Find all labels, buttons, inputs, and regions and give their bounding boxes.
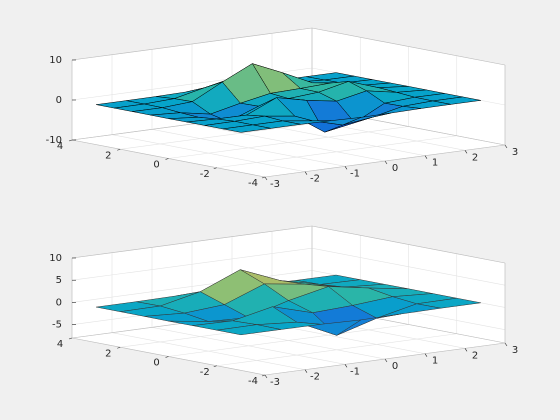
axis-line xyxy=(311,225,506,264)
x-tick-label: 2 xyxy=(472,152,478,163)
grid-line xyxy=(216,333,457,367)
x-tick-label: -2 xyxy=(310,372,320,383)
z-tick-label: 10 xyxy=(49,253,62,264)
z-tick-label: 5 xyxy=(56,275,62,286)
tick-mark xyxy=(384,358,388,363)
z-tick-label: 0 xyxy=(56,95,62,106)
x-tick-label: 0 xyxy=(392,361,398,372)
y-tick-label: 4 xyxy=(57,339,63,350)
x-tick-label: 0 xyxy=(392,163,398,174)
y-tick-label: -4 xyxy=(248,178,258,189)
surface-face xyxy=(216,324,282,336)
tick-mark xyxy=(384,160,388,165)
y-tick-label: -4 xyxy=(248,376,258,387)
y-tick-label: 2 xyxy=(105,150,111,161)
z-tick-label: 10 xyxy=(49,55,62,66)
grid-line xyxy=(168,126,409,159)
tick-mark xyxy=(344,364,348,368)
tick-mark xyxy=(165,356,169,358)
tick-mark xyxy=(117,346,121,349)
tick-mark xyxy=(261,374,266,377)
y-tick-label: -2 xyxy=(200,169,210,180)
tick-mark xyxy=(261,176,266,179)
tick-mark xyxy=(264,176,268,181)
grid-line xyxy=(168,324,409,357)
tick-mark xyxy=(464,348,468,352)
tick-mark xyxy=(504,144,508,149)
y-tick-label: 0 xyxy=(153,358,159,369)
x-tick-label: 1 xyxy=(432,356,438,367)
grid-line xyxy=(216,135,457,169)
tick-mark xyxy=(165,158,169,160)
x-tick-label: 3 xyxy=(512,345,518,356)
z-tick-label: -10 xyxy=(46,135,62,146)
tick-mark xyxy=(213,167,217,170)
tick-mark xyxy=(213,365,217,368)
z-tick-label: -5 xyxy=(52,320,62,331)
x-tick-label: 2 xyxy=(472,350,478,361)
y-tick-label: 2 xyxy=(105,348,111,359)
x-tick-label: -1 xyxy=(350,366,360,377)
z-tick-label: 0 xyxy=(56,297,62,308)
tick-mark xyxy=(68,337,73,340)
tick-mark xyxy=(344,166,348,170)
axis-line xyxy=(311,27,506,66)
surface-face xyxy=(222,124,272,133)
tick-mark xyxy=(304,171,308,175)
y-tick-label: 0 xyxy=(153,160,159,171)
tick-mark xyxy=(304,369,308,373)
grid-line xyxy=(71,270,313,303)
tick-mark xyxy=(464,150,468,154)
grid-line xyxy=(71,247,313,281)
x-tick-label: -3 xyxy=(270,377,280,388)
x-tick-label: 1 xyxy=(432,158,438,169)
tick-mark xyxy=(424,155,428,159)
tick-mark xyxy=(264,374,268,379)
tick-mark xyxy=(68,139,73,142)
grid-line xyxy=(311,247,506,286)
y-tick-label: -2 xyxy=(200,367,210,378)
y-tick-label: 4 xyxy=(57,141,63,152)
x-tick-label: -3 xyxy=(270,179,280,190)
x-tick-label: 3 xyxy=(512,147,518,158)
tick-mark xyxy=(504,342,508,347)
tick-mark xyxy=(117,148,121,151)
x-tick-label: -1 xyxy=(350,168,360,179)
tick-mark xyxy=(424,353,428,357)
axis-line xyxy=(71,27,313,61)
axis-line xyxy=(71,225,313,259)
x-tick-label: -2 xyxy=(310,174,320,185)
